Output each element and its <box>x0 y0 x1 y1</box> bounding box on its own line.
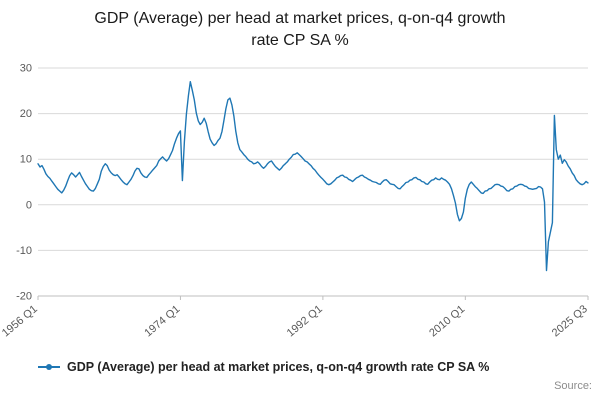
x-tick-label: 2025 Q3 <box>550 303 590 339</box>
gdp-line-chart: -20 -10 0 10 20 30 1956 Q1 1974 Q1 1992 Q1 2010 Q… <box>0 63 590 340</box>
y-tick-label: 0 <box>26 199 32 211</box>
source-label: Source: <box>554 380 592 392</box>
chart-legend: GDP (Average) per head at market prices,… <box>38 360 489 374</box>
chart-title-line1: GDP (Average) per head at market prices,… <box>94 10 506 27</box>
y-tick-label: -10 <box>16 245 32 257</box>
x-tick-label: 1956 Q1 <box>0 303 40 339</box>
y-tick-label: 30 <box>20 63 32 75</box>
legend-series-label: GDP (Average) per head at market prices,… <box>67 360 490 374</box>
y-tick-label: 10 <box>20 154 32 166</box>
y-tick-label: 20 <box>20 108 32 120</box>
legend-line-marker-icon <box>38 364 60 370</box>
chart-title-line2: rate CP SA % <box>251 31 349 49</box>
chart-title: GDP (Average) per head at market prices,… <box>0 8 600 51</box>
gdp-series-line <box>37 81 589 272</box>
x-tick-label: 1992 Q1 <box>285 303 325 339</box>
x-tick-label: 2010 Q1 <box>427 303 467 339</box>
y-tick-label: -20 <box>16 291 32 303</box>
x-tick-label: 1974 Q1 <box>142 303 182 339</box>
